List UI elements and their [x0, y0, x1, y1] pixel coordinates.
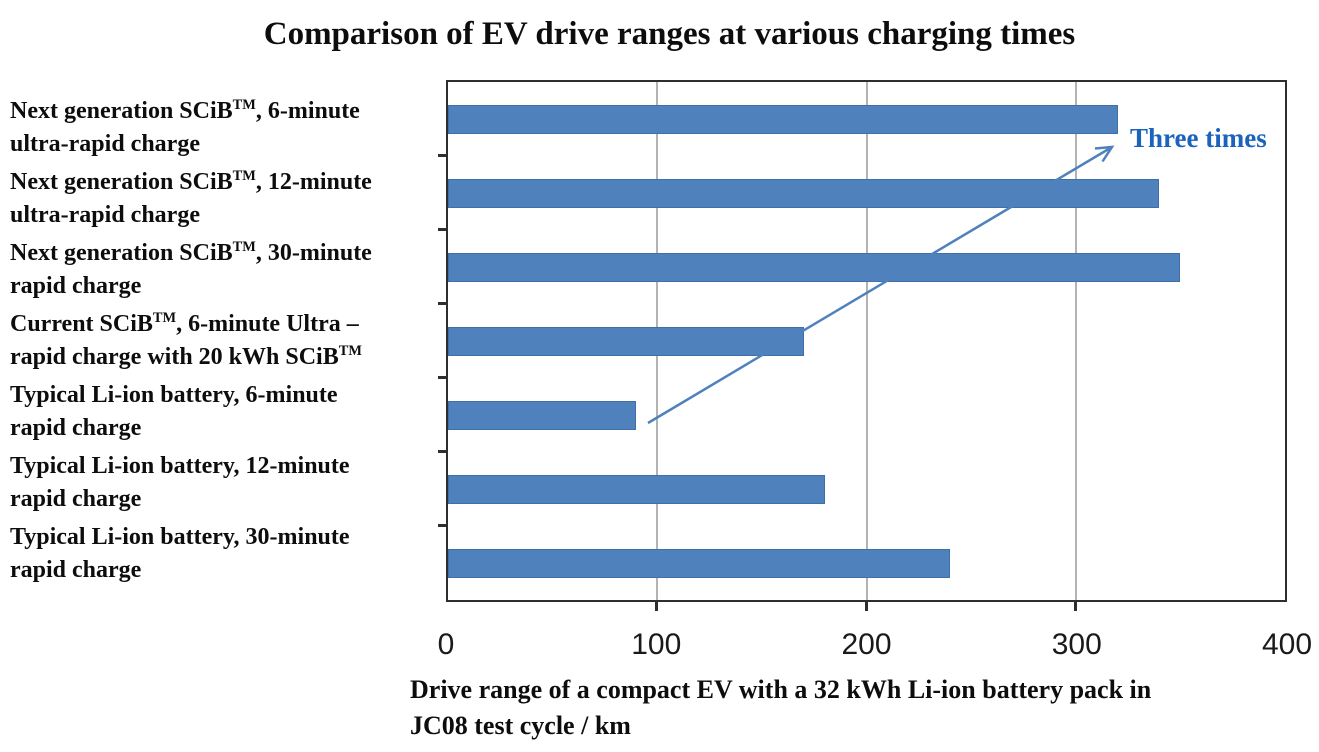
trademark-superscript: TM [232, 238, 256, 255]
x-axis-tick-labels: 0 100 200 300 400 [438, 628, 1312, 664]
category-label-line: Current SCiBTM, 6-minute Ultra – [10, 309, 359, 337]
bar-6 [448, 474, 825, 504]
three-times-label: Three times [1130, 123, 1267, 153]
category-label-line: rapid charge [10, 556, 142, 583]
category-label-line: Next generation SCiBTM, 12-minute [10, 167, 372, 195]
y-axis-tick [438, 524, 448, 527]
bar-1 [448, 104, 1118, 134]
y-axis-tick [438, 302, 448, 305]
chart-title: Comparison of EV drive ranges at various… [263, 16, 1076, 52]
category-label-line: Typical Li-ion battery, 12-minute [10, 452, 350, 479]
category-label-3: Next generation SCiBTM, 30-minute rapid c… [10, 234, 442, 305]
category-label-line: ultra-rapid charge [10, 201, 200, 228]
y-axis-tick [438, 154, 448, 157]
x-axis-tick-100 [655, 602, 659, 611]
category-label-line: rapid charge [10, 414, 142, 441]
x-tick-label-100: 100 [631, 628, 682, 661]
category-label-1: Next generation SCiBTM, 6-minute ultra-ra… [10, 92, 442, 163]
bar-7 [448, 548, 951, 578]
category-label-4: Current SCiBTM, 6-minute Ultra – rapid ch… [10, 305, 442, 376]
gridline-300 [1074, 82, 1077, 600]
plot-area [438, 80, 1287, 611]
y-axis-tick [438, 450, 448, 453]
category-label-5: Typical Li-ion battery, 6-minute rapid ch… [10, 376, 442, 447]
x-tick-label-0: 0 [437, 628, 455, 661]
category-label-line: rapid charge with 20 kWh SCiBTM [10, 342, 362, 370]
trademark-superscript: TM [232, 167, 256, 184]
bar-5 [448, 400, 637, 430]
trademark-superscript: TM [152, 309, 177, 326]
category-label-line: Next generation SCiBTM, 6-minute [10, 96, 360, 124]
category-label-line: rapid charge [10, 272, 142, 299]
category-label-7: Typical Li-ion battery, 30-minute rapid c… [10, 518, 442, 589]
category-label-line: ultra-rapid charge [10, 130, 200, 157]
x-axis-title-line-2: JC08 test cycle / km [410, 711, 631, 740]
trademark-superscript: TM [232, 96, 256, 113]
x-tick-label-300: 300 [1051, 628, 1102, 661]
category-axis-labels: Next generation SCiBTM, 6-minute ultra-ra… [10, 92, 442, 589]
x-axis-title: Drive range of a compact EV with a 32 kW… [410, 672, 1315, 744]
y-axis-tick [438, 376, 448, 379]
x-axis-tick-300 [1073, 602, 1077, 611]
x-tick-label-200: 200 [841, 628, 892, 661]
bar-4 [448, 326, 804, 356]
x-axis-tick-200 [864, 602, 868, 611]
category-label-line: Typical Li-ion battery, 6-minute [10, 381, 338, 408]
bar-3 [448, 252, 1181, 282]
x-axis-title-line-1: Drive range of a compact EV with a 32 kW… [410, 675, 1152, 704]
category-label-line: rapid charge [10, 485, 142, 512]
category-label-6: Typical Li-ion battery, 12-minute rapid c… [10, 447, 442, 518]
category-label-line: Next generation SCiBTM, 30-minute [10, 238, 372, 266]
gridline-200 [865, 82, 868, 600]
category-label-line: Typical Li-ion battery, 30-minute [10, 523, 350, 550]
y-axis-tick [438, 228, 448, 231]
x-tick-label-400: 400 [1261, 628, 1313, 661]
trademark-superscript: TM [338, 342, 362, 359]
bar-2 [448, 178, 1160, 208]
category-label-2: Next generation SCiBTM, 12-minute ultra-r… [10, 163, 442, 234]
